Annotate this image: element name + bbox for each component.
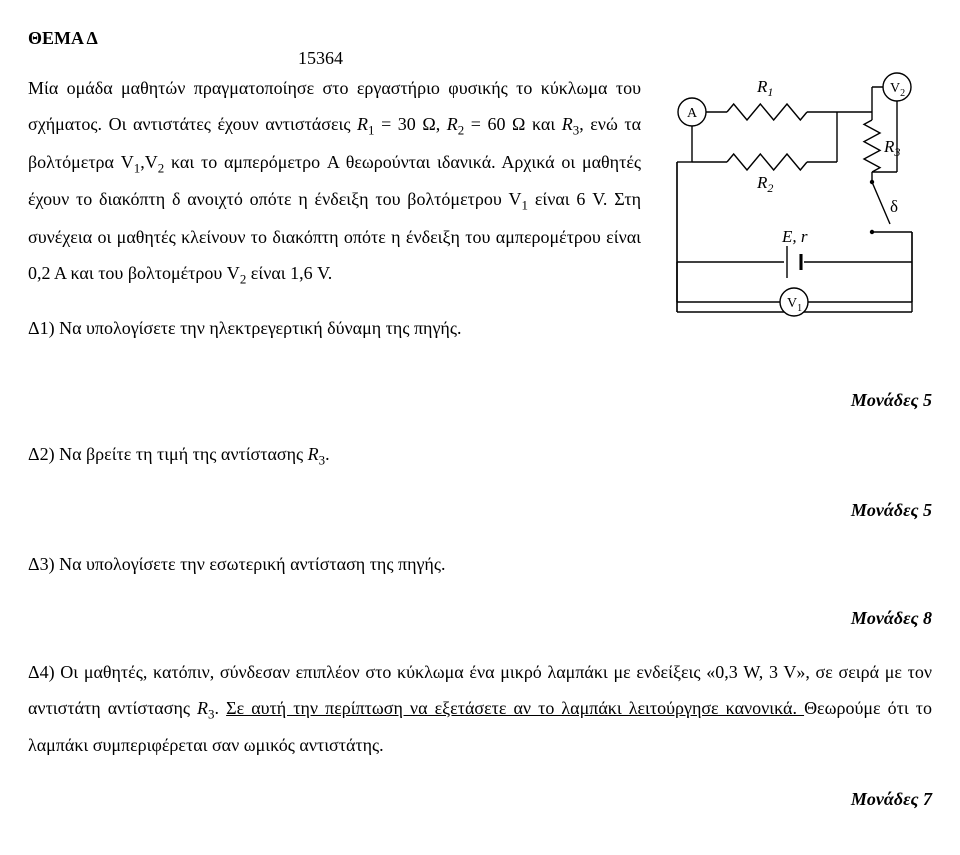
item-code: 15364: [298, 40, 343, 76]
R2-sym: R2: [447, 114, 464, 134]
svg-text:δ: δ: [890, 197, 898, 216]
question-2: Δ2) Να βρείτε τη τιμή της αντίστασης R3.: [28, 436, 932, 474]
r1-value-text: = 30 Ω,: [375, 114, 447, 134]
txt-e: είναι 1,6 V.: [246, 263, 332, 283]
q4-b: .: [215, 698, 227, 718]
question-1: Δ1) Να υπολογίσετε την ηλεκτρεγερτική δύ…: [28, 310, 641, 346]
r2-value-text: = 60 Ω και: [464, 114, 561, 134]
points-1: Μονάδες 5: [28, 382, 932, 418]
circuit-svg: AR1R2R3δE, rV2V1: [657, 52, 932, 352]
svg-text:E, r: E, r: [781, 227, 808, 246]
q2-R: R: [308, 444, 319, 464]
R3-sym: R3: [562, 114, 579, 134]
svg-text:R2: R2: [756, 173, 773, 195]
main-text: Μία ομάδα μαθητών πραγματοποίησε στο εργ…: [28, 52, 641, 364]
page: ΘΕΜΑ Δ 15364 Μία ομάδα μαθητών πραγματοπ…: [0, 0, 960, 855]
svg-text:A: A: [687, 106, 698, 121]
R1-sym: R1: [357, 114, 374, 134]
topic-title: ΘΕΜΑ Δ: [28, 28, 98, 48]
q4-underlined: Σε αυτή την περίπτωση να εξετάσετε αν το…: [226, 698, 804, 718]
question-3: Δ3) Να υπολογίσετε την εσωτερική αντίστα…: [28, 546, 932, 582]
svg-text:R3: R3: [883, 137, 900, 159]
points-2: Μονάδες 5: [28, 492, 932, 528]
q2-dot: .: [325, 444, 330, 464]
circuit-diagram: AR1R2R3δE, rV2V1: [657, 52, 932, 352]
intro-paragraph: Μία ομάδα μαθητών πραγματοποίησε στο εργ…: [28, 70, 641, 292]
q2-text: Δ2) Να βρείτε τη τιμή της αντίστασης: [28, 444, 308, 464]
q4-R: R: [197, 698, 208, 718]
svg-text:R1: R1: [756, 77, 773, 99]
question-4: Δ4) Οι μαθητές, κατόπιν, σύνδεσαν επιπλέ…: [28, 654, 932, 764]
txt-b: ,V: [140, 152, 158, 172]
points-4: Μονάδες 7: [28, 781, 932, 817]
header-row: ΘΕΜΑ Δ 15364: [28, 20, 932, 52]
points-3: Μονάδες 8: [28, 600, 932, 636]
main-row: Μία ομάδα μαθητών πραγματοποίησε στο εργ…: [28, 52, 932, 364]
